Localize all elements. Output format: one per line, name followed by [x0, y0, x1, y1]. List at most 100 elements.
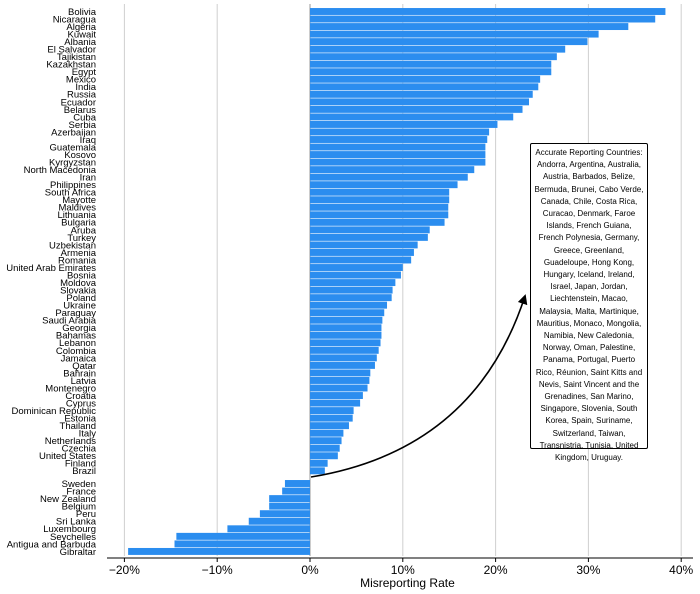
x-tick-label: 10%: [391, 563, 415, 577]
bar: [310, 407, 354, 415]
bar: [310, 324, 382, 332]
bar: [310, 248, 414, 256]
bar: [310, 120, 498, 128]
category-label: Iran: [80, 173, 96, 184]
category-label: Uzbekistan: [49, 240, 96, 251]
bar: [284, 480, 310, 487]
category-label: Sweden: [62, 479, 96, 490]
category-label: Antigua and Barbuda: [7, 539, 97, 550]
bar: [310, 279, 396, 287]
category-label: Maldives: [59, 203, 97, 214]
x-axis-label: Misreporting Rate: [360, 576, 455, 590]
category-label: Bulgaria: [61, 218, 97, 229]
bar: [310, 437, 342, 445]
category-label: Kuwait: [67, 29, 96, 40]
category-label: Kosovo: [64, 150, 96, 161]
bar: [310, 271, 401, 279]
bars: [128, 8, 666, 555]
category-label: Saudi Arabia: [42, 316, 97, 327]
bar: [310, 452, 338, 460]
category-label: Finland: [65, 459, 96, 470]
bar: [248, 517, 310, 525]
bar: [310, 53, 557, 61]
bar: [310, 384, 368, 392]
category-label: Nicaragua: [53, 14, 97, 25]
bar: [310, 98, 530, 106]
bar: [310, 136, 488, 143]
category-label: Algeria: [66, 22, 96, 33]
bar: [310, 181, 458, 189]
category-label: Moldova: [60, 278, 97, 289]
category-label: Ukraine: [63, 301, 96, 312]
bar: [310, 128, 490, 136]
bar: [310, 233, 428, 241]
bar: [310, 196, 450, 204]
category-label: Dominican Republic: [12, 406, 97, 417]
bar: [227, 525, 310, 533]
bar: [310, 68, 552, 76]
category-label: Luxembourg: [43, 524, 96, 535]
category-label: Lebanon: [59, 338, 96, 349]
category-label: Bosnia: [67, 270, 97, 281]
bar: [310, 173, 468, 181]
bar: [310, 90, 533, 98]
bar: [310, 316, 383, 324]
bar: [310, 467, 325, 475]
category-label: Montenegro: [45, 383, 96, 394]
bar: [310, 75, 541, 83]
bar: [310, 294, 392, 302]
category-label: Cuba: [73, 112, 96, 123]
bar: [310, 83, 539, 91]
category-label: Tajikistan: [57, 52, 96, 63]
bar: [310, 354, 377, 362]
bar: [310, 203, 449, 211]
bar: [310, 105, 523, 113]
category-label: Armenia: [61, 248, 97, 259]
bar: [310, 158, 486, 166]
bar: [310, 226, 430, 234]
category-label: Peru: [76, 509, 96, 520]
category-label: Sri Lanka: [56, 517, 97, 528]
bar: [310, 264, 403, 271]
category-label: Bahamas: [56, 331, 96, 342]
category-label: France: [66, 486, 96, 497]
category-label: Guatemala: [50, 142, 97, 153]
bar: [310, 38, 588, 46]
category-label: Qatar: [72, 361, 96, 372]
x-tick-label: 40%: [669, 563, 693, 577]
category-label: Egypt: [72, 67, 97, 78]
accurate-reporting-annotation: Accurate Reporting Countries: Andorra, A…: [530, 143, 648, 462]
bar: [310, 331, 382, 339]
bar: [310, 143, 486, 151]
x-axis: −20% −10% 0% 10% 20% 30% 40%: [107, 557, 694, 577]
bar: [310, 166, 475, 174]
category-label: Georgia: [62, 323, 97, 334]
bar: [269, 502, 310, 510]
category-label: United Arab Emirates: [6, 263, 96, 274]
category-label: South Africa: [45, 188, 97, 199]
x-tick-label: 0%: [301, 563, 319, 577]
bar: [310, 30, 599, 38]
category-label: Mexico: [66, 75, 96, 86]
bar: [310, 188, 450, 196]
category-label: Kyrgyzstan: [49, 158, 96, 169]
bar: [310, 422, 349, 430]
bar: [310, 256, 412, 264]
bar: [310, 309, 385, 317]
category-label: United States: [39, 451, 96, 462]
bar: [310, 286, 393, 294]
bar: [310, 301, 388, 309]
bar: [310, 241, 418, 249]
bar: [174, 540, 310, 548]
bar: [310, 15, 656, 23]
bar: [310, 339, 381, 347]
category-label: Seychelles: [50, 532, 96, 543]
category-label: Albania: [64, 37, 96, 48]
category-label: Latvia: [71, 376, 97, 387]
bar: [310, 399, 361, 407]
bar: [310, 459, 328, 467]
category-label: North Macedonia: [24, 165, 97, 176]
bar: [310, 8, 666, 15]
bar: [128, 547, 310, 555]
category-label: Aruba: [71, 225, 97, 236]
